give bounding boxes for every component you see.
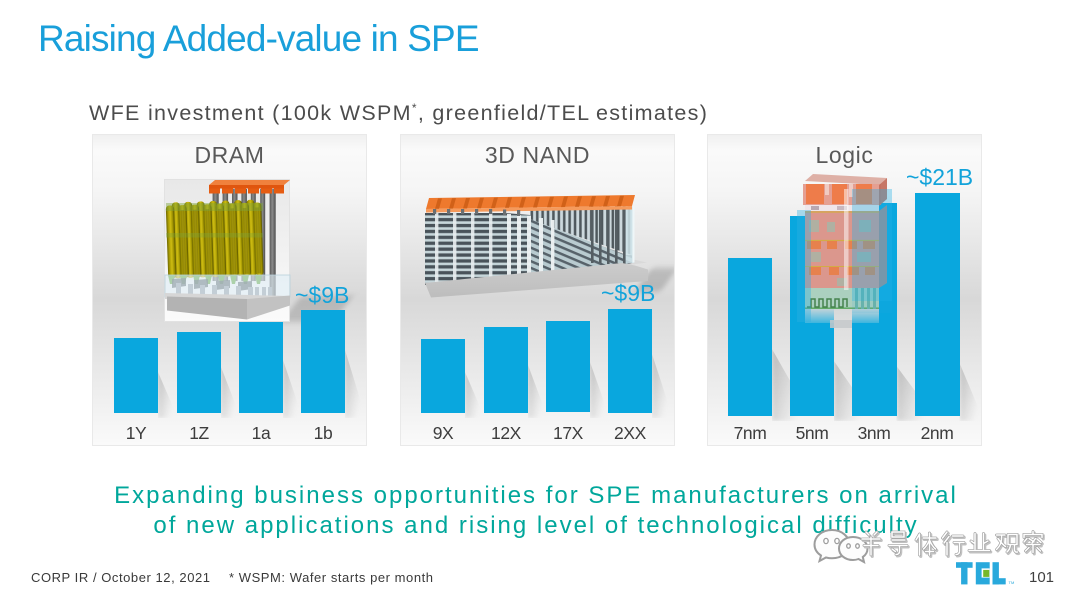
svg-text:TM: TM xyxy=(1009,580,1015,585)
